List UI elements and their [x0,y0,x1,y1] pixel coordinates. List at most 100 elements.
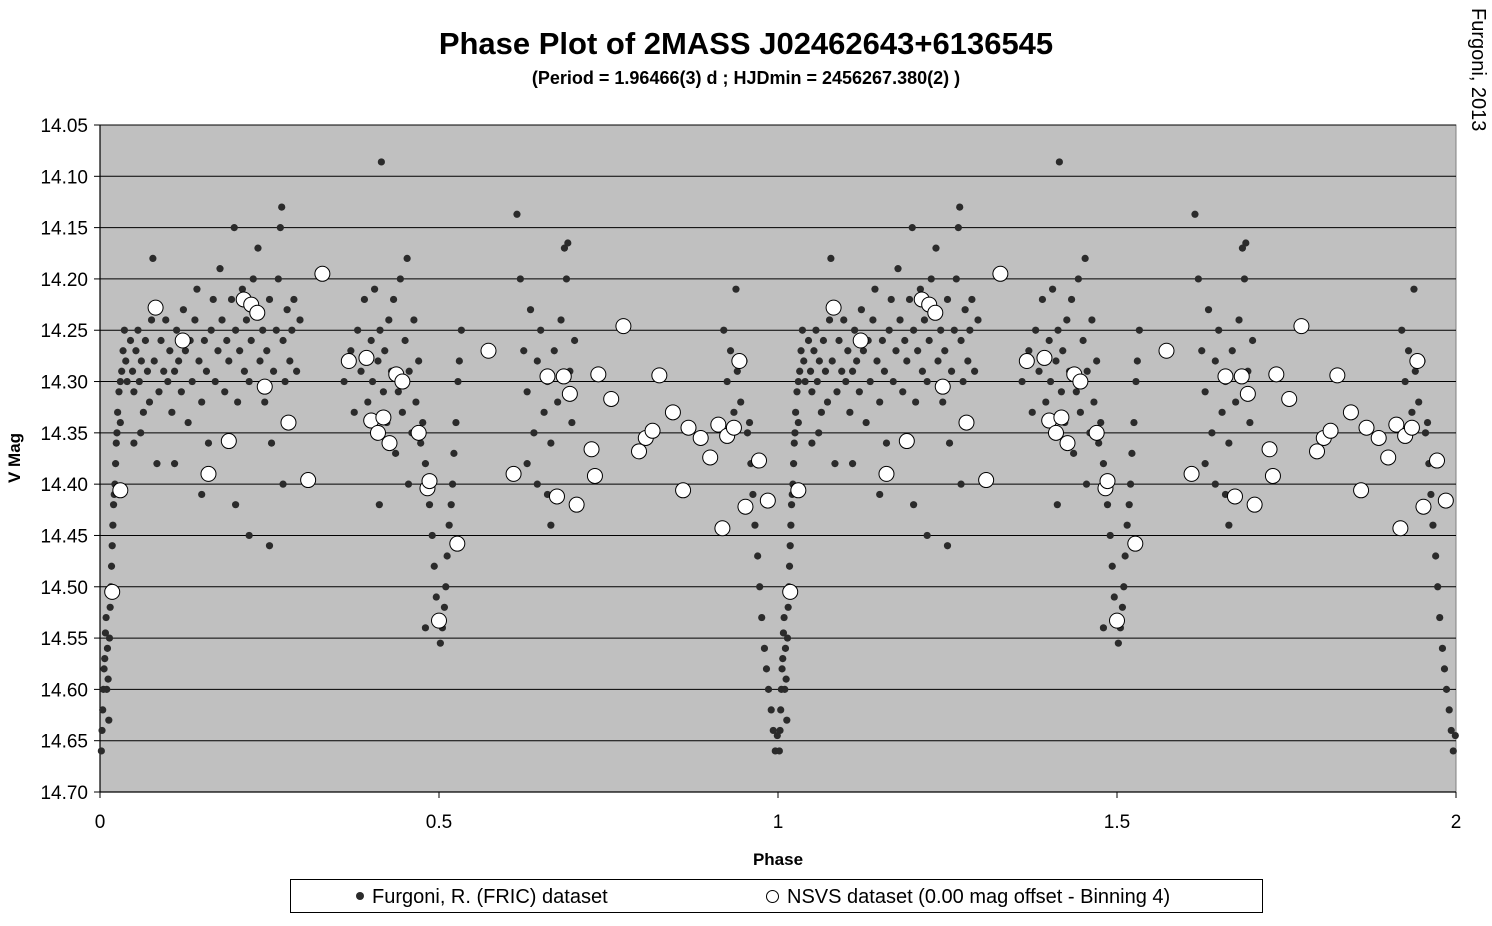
nsvs-point [782,583,799,600]
fric-point [756,583,764,591]
fric-point [530,429,538,437]
fric-point [157,336,165,345]
fric-point [440,603,449,611]
fric-point [221,388,229,396]
fric-point [1408,408,1416,416]
fric-series [97,158,1459,755]
nsvs-point [1226,488,1243,505]
nsvs-point [1358,419,1375,436]
fric-point [840,316,848,324]
fric-point [781,644,790,652]
fric-point [214,347,222,355]
nsvs-point [651,367,668,384]
nsvs-point [561,385,578,402]
fric-point [134,326,142,334]
nsvs-point [1342,404,1359,421]
fric-point [815,429,823,437]
fric-point [139,408,147,416]
fric-point [396,275,404,283]
nsvs-point [381,435,398,452]
fric-point [1242,239,1250,247]
fric-point [925,336,933,345]
nsvs-point [790,482,807,499]
legend: Furgoni, R. (FRIC) dataset NSVS dataset … [290,879,1263,913]
fric-point [808,388,816,396]
nsvs-point [300,472,317,489]
legend-item-fric: Furgoni, R. (FRIC) dataset [356,886,608,909]
fric-point [101,655,109,663]
fric-point [394,388,402,396]
nsvs-point [1183,465,1200,482]
fric-point [873,357,881,365]
fric-point [869,316,877,324]
fric-point [1099,624,1108,632]
nsvs-point [878,465,895,482]
fric-point [107,562,116,570]
fric-point [1110,593,1118,601]
fric-point [113,429,121,437]
fric-point [737,398,745,406]
fric-point [242,316,251,324]
nsvs-point [631,443,648,460]
fric-point [421,624,430,632]
nsvs-point [825,299,842,316]
fric-point [442,583,450,591]
nsvs-point [759,492,776,509]
nsvs-point [1370,429,1387,446]
nsvs-point [615,318,632,335]
fric-point [855,388,863,396]
fric-point [957,480,965,488]
fric-point [141,336,150,345]
fric-point [200,336,209,345]
fric-point [153,460,161,468]
nsvs-point [1264,467,1281,484]
nsvs-point [737,498,754,515]
fric-point [370,285,379,293]
fric-point [1434,583,1442,591]
fric-point [230,224,238,232]
fric-point [957,336,965,345]
nsvs-series [104,265,1454,629]
fric-point [102,613,110,622]
fric-point [168,408,176,416]
fric-point [181,347,190,355]
fric-point [804,336,813,345]
fric-point [786,542,794,550]
fric-point [218,316,226,324]
fric-point [1228,347,1236,355]
fric-point [254,244,262,252]
fric-point [1423,418,1432,427]
nsvs-point [1158,342,1175,359]
fric-point [732,285,740,293]
fric-point [838,367,846,375]
fric-point [937,326,945,334]
fric-point [234,398,242,406]
fric-point [550,347,558,355]
legend-label-fric: Furgoni, R. (FRIC) dataset [372,886,608,908]
fric-point [1057,388,1066,396]
fric-point [796,367,804,375]
fric-point [794,418,802,427]
fric-point [916,285,924,293]
fric-point [109,521,117,529]
fric-point [1079,336,1087,345]
fric-point [785,562,794,570]
fric-point [184,418,192,427]
fric-point [892,347,900,355]
fric-point [119,347,127,355]
fric-point [375,501,383,509]
fric-point [769,726,777,735]
fric-point [118,367,126,375]
fric-point [889,377,897,386]
fric-point [828,357,836,365]
fric-point [104,675,112,683]
nsvs-point [369,424,386,441]
fric-point [245,531,253,540]
fric-point [1398,326,1406,334]
nsvs-point [852,332,869,349]
fric-point [1204,306,1213,314]
nsvs-point [358,349,375,366]
fric-point [1025,347,1033,355]
fric-point [130,388,138,396]
fric-point [952,275,960,283]
